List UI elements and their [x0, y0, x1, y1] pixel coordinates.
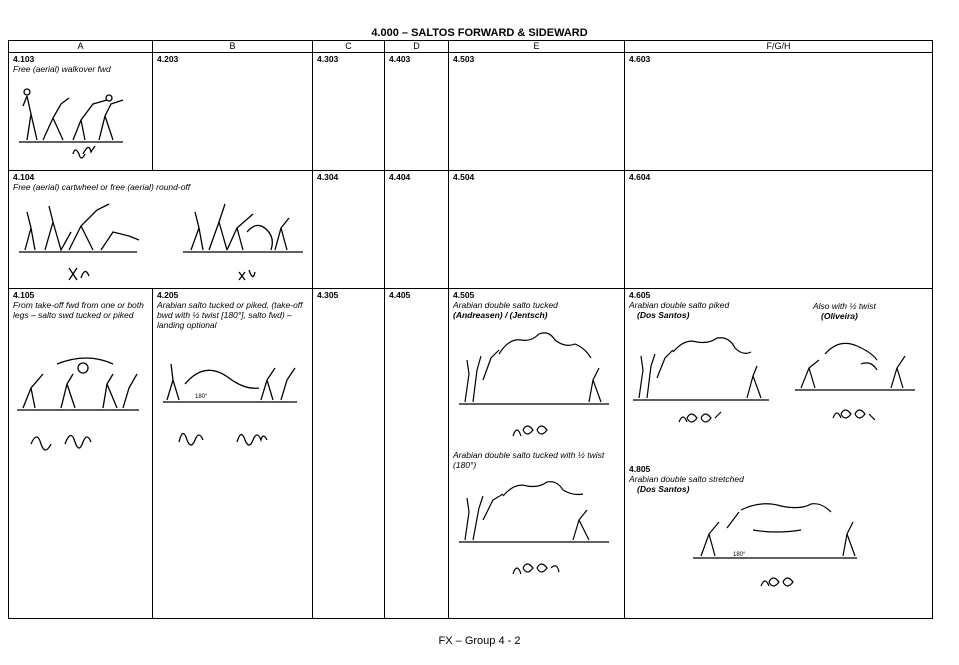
- figure-container: 180°: [157, 344, 308, 484]
- element-code: 4.505: [453, 290, 475, 300]
- col-header-fgh: F/G/H: [624, 40, 933, 53]
- element-code: 4.105: [13, 290, 35, 300]
- element-code: 4.603: [629, 54, 651, 64]
- element-code: 4.604: [629, 172, 651, 182]
- gymnast-figure-icon: [163, 363, 297, 446]
- element-code: 4.403: [389, 54, 411, 64]
- cell-4-605: 4.605 Arabian double salto piked (Dos Sa…: [624, 288, 933, 619]
- lower-figure: 180°: [629, 494, 928, 604]
- element-description: Arabian double salto tucked: [453, 300, 558, 310]
- element-description: From take-off fwd from one or both legs …: [13, 300, 144, 320]
- cell-4-604: 4.604: [624, 170, 933, 289]
- angle-label: 180°: [195, 394, 208, 400]
- element-description: Arabian salto tucked or piked, (take-off…: [157, 300, 303, 330]
- table-row: 4.104 Free (aerial) cartwheel or free (a…: [8, 170, 933, 289]
- element-code: 4.304: [317, 172, 339, 182]
- gymnast-figure-icon: [693, 503, 857, 587]
- element-name: (Dos Santos): [637, 484, 690, 494]
- cell-4-303: 4.303: [312, 52, 385, 171]
- element-description: Free (aerial) walkover fwd: [13, 64, 111, 74]
- twist-variant: Also with ½ twist (Oliveira): [813, 301, 932, 321]
- element-table: A B C D E F/G/H 4.103 Free (aerial) walk…: [8, 40, 933, 619]
- cell-4-305: 4.305: [312, 288, 385, 619]
- cell-4-504: 4.504: [448, 170, 625, 289]
- upper-section: 4.605 Arabian double salto piked (Dos Sa…: [629, 290, 928, 464]
- col-header-d: D: [384, 40, 449, 53]
- cell-4-503: 4.503: [448, 52, 625, 171]
- table-row: 4.103 Free (aerial) walkover fwd 4.203 4…: [8, 52, 933, 171]
- gymnast-figure-icon: [19, 88, 124, 159]
- element-description: Also with ½ twist: [813, 301, 876, 311]
- element-name: (Oliveira): [821, 311, 858, 321]
- gymnast-figure-icon: [459, 481, 609, 575]
- table-row: 4.105 From take-off fwd from one or both…: [8, 288, 933, 619]
- gymnast-figure-icon: [459, 332, 609, 437]
- element-code: 4.503: [453, 54, 475, 64]
- element-code: 4.305: [317, 290, 339, 300]
- cell-4-304: 4.304: [312, 170, 385, 289]
- cell-4-105: 4.105 From take-off fwd from one or both…: [8, 288, 153, 619]
- col-header-b: B: [152, 40, 313, 53]
- element-code: 4.405: [389, 290, 411, 300]
- page-footer: FX – Group 4 - 2: [438, 635, 521, 647]
- element-code: 4.303: [317, 54, 339, 64]
- gymnast-figure-icon: [17, 357, 139, 451]
- cell-4-405: 4.405: [384, 288, 449, 619]
- element-code: 4.104: [13, 172, 35, 182]
- gymnast-figure-icon: [19, 203, 303, 281]
- cell-4-505: 4.505 Arabian double salto tucked (Andre…: [448, 288, 625, 619]
- cell-4-203: 4.203: [152, 52, 313, 171]
- element-code: 4.203: [157, 54, 179, 64]
- cell-4-104: 4.104 Free (aerial) cartwheel or free (a…: [8, 170, 313, 289]
- header-row: A B C D E F/G/H: [8, 40, 933, 53]
- element-code: 4.103: [13, 54, 35, 64]
- angle-label: 180°: [733, 552, 746, 558]
- element-description: Arabian double salto piked: [629, 300, 730, 310]
- element-name: (Andreasen) / (Jentsch): [453, 310, 548, 320]
- element-description: Free (aerial) cartwheel or free (aerial)…: [13, 182, 191, 192]
- cell-4-404: 4.404: [384, 170, 449, 289]
- element-description: Arabian double salto tucked with ½ twist…: [453, 450, 605, 470]
- col-header-a: A: [8, 40, 153, 53]
- element-code: 4.605: [629, 290, 651, 300]
- col-header-c: C: [312, 40, 385, 53]
- cell-4-603: 4.603: [624, 52, 933, 171]
- element-description: Arabian double salto stretched: [629, 474, 744, 484]
- element-code: 4.205: [157, 290, 179, 300]
- gymnast-figure-icon: [633, 337, 915, 423]
- cell-4-403: 4.403: [384, 52, 449, 171]
- page-title: 4.000 – SALTOS FORWARD & SIDEWARD: [371, 27, 588, 39]
- cell-4-205: 4.205 Arabian salto tucked or piked, (ta…: [152, 288, 313, 619]
- element-name: (Dos Santos): [637, 310, 690, 320]
- col-header-e: E: [448, 40, 625, 53]
- element-code: 4.504: [453, 172, 475, 182]
- element-code: 4.805: [629, 464, 651, 474]
- cell-4-103: 4.103 Free (aerial) walkover fwd: [8, 52, 153, 171]
- element-code: 4.404: [389, 172, 411, 182]
